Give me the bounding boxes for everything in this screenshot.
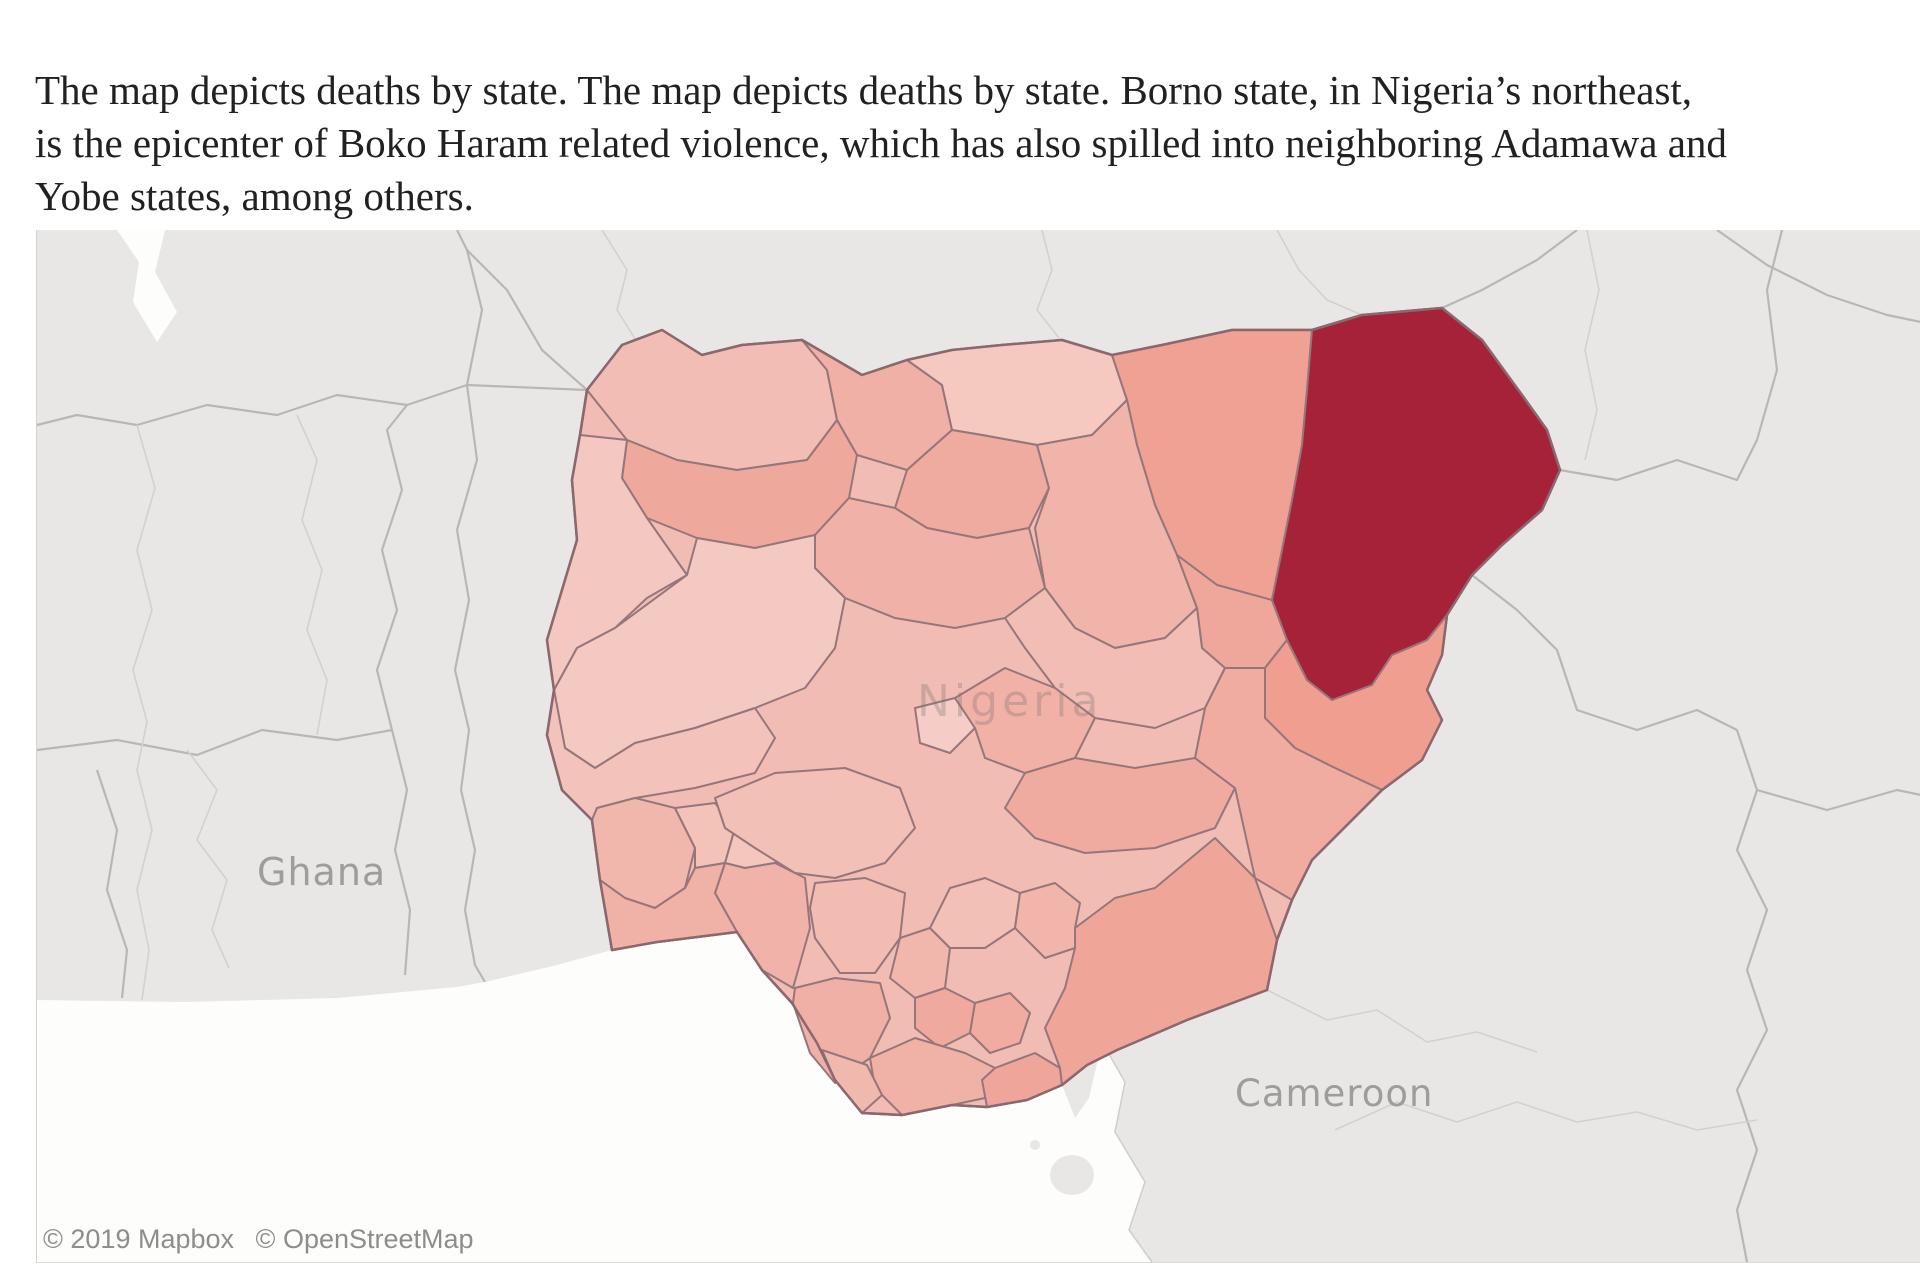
state-kogi[interactable]: [714, 767, 916, 879]
admin-border-line-5: [601, 230, 638, 343]
description-line-3: Yobe states, among others.: [35, 173, 474, 219]
admin-border-line-3: [1334, 1101, 1758, 1131]
description-line-1: The map depicts deaths by state. The map…: [35, 67, 1693, 113]
country-border-line-6: [95, 769, 129, 999]
country-border-line-3: [453, 384, 486, 983]
admin-border-line-1: [296, 414, 328, 736]
map-canvas[interactable]: Ghana Cameroon Nigeria © 2019 Mapbox © O…: [36, 230, 1920, 1263]
map-attribution: © 2019 Mapbox © OpenStreetMap: [43, 1224, 488, 1255]
state-ebonyi[interactable]: [1014, 882, 1081, 959]
cameroon-coastline: [1101, 1041, 1153, 1262]
gulf-of-guinea-ocean: [37, 932, 1152, 1262]
state-benue[interactable]: [1004, 757, 1236, 854]
admin-border-line-8: [1584, 230, 1600, 461]
mapbox-attribution-link[interactable]: © 2019 Mapbox: [43, 1224, 235, 1254]
country-border-line-8: [1559, 230, 1784, 482]
nigeria-outline: [545, 306, 1562, 1117]
choropleth-map-svg[interactable]: [37, 230, 1920, 1262]
state-fct[interactable]: [914, 697, 976, 754]
country-border-line-11: [1716, 230, 1920, 323]
admin-border-line-2: [1266, 989, 1538, 1053]
bioko-island: [1050, 1155, 1094, 1195]
country-border-line-0: [456, 230, 588, 391]
country-border-line-9: [1471, 574, 1769, 1262]
country-border-line-4: [375, 404, 412, 976]
admin-border-line-7: [1276, 230, 1363, 316]
small-island: [1030, 1140, 1040, 1150]
country-border-line-5: [37, 728, 393, 757]
admin-border-line-6: [1036, 230, 1060, 339]
openstreetmap-attribution-link[interactable]: © OpenStreetMap: [255, 1224, 474, 1254]
description-line-2: is the epicenter of Boko Haram related v…: [35, 120, 1727, 166]
country-border-line-1: [37, 383, 588, 427]
lake-volta: [117, 230, 177, 342]
state-abia[interactable]: [969, 992, 1031, 1054]
admin-border-line-4: [132, 424, 156, 1001]
country-border-line-10: [1756, 788, 1920, 812]
state-edo[interactable]: [809, 877, 906, 974]
country-border-line-7: [1441, 230, 1578, 310]
map-description: The map depicts deaths by state. The map…: [35, 64, 1920, 223]
country-border-line-2: [465, 249, 484, 386]
admin-border-line-0: [186, 749, 230, 969]
